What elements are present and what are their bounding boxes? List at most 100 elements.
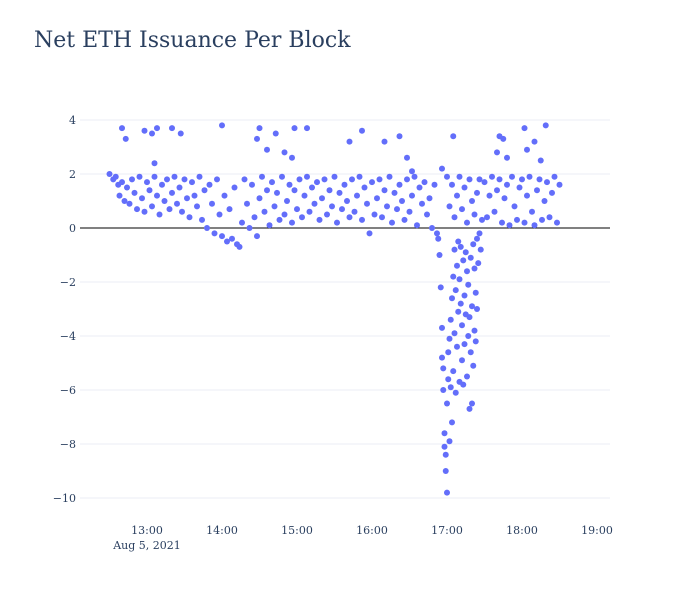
data-point [442,468,449,474]
data-point [472,289,479,296]
data-point [161,198,168,204]
data-point [272,130,279,137]
data-point [464,219,470,226]
data-point [121,198,128,204]
data-point [249,181,255,188]
data-point [409,168,415,175]
data-point [254,233,260,240]
data-point [444,173,450,180]
y-tick-label: −6 [60,384,76,397]
data-point [351,208,358,215]
data-point [467,254,474,261]
data-point [521,125,528,132]
data-point [386,173,393,180]
data-point [341,181,348,188]
data-point [504,154,510,161]
data-point [291,125,298,132]
data-point [299,214,305,221]
data-point [129,176,135,183]
data-point [541,198,548,204]
data-point [289,154,295,161]
data-point [376,176,383,183]
data-point [445,349,452,356]
data-point [450,133,457,140]
x-tick-label: 16:00 [356,524,388,537]
data-point [306,208,313,215]
data-point [246,225,253,231]
data-point [406,208,413,215]
data-point [301,192,308,199]
data-point [465,281,472,288]
data-point [454,343,460,350]
data-point [447,384,454,391]
data-point [466,176,473,183]
data-point [440,365,447,372]
data-point [151,160,158,167]
data-point [456,276,463,283]
data-point [511,203,518,210]
data-point [499,219,505,226]
data-point [221,192,228,199]
data-point [440,387,447,393]
data-point [131,189,138,196]
data-point [209,200,215,207]
data-point [459,357,465,364]
data-point [154,125,160,132]
data-point [452,287,459,294]
data-point [219,122,225,129]
data-point [451,214,458,221]
data-point [199,216,205,223]
y-axis-ticks: 4 2 0 −2 −4 −6 −8 −10 [53,114,76,505]
data-point [174,200,180,207]
data-point [244,200,250,207]
data-point [519,176,525,183]
data-point [311,200,318,207]
data-point [470,241,477,248]
data-point [471,265,478,272]
x-tick-label: 17:00 [431,524,463,537]
data-point [319,195,325,202]
data-point [526,173,533,180]
data-point [521,219,528,226]
data-point [457,243,464,250]
data-point [461,184,468,191]
data-point [455,238,462,245]
data-point [394,206,400,213]
data-point [452,389,459,396]
x-tick-label: 14:00 [206,524,238,537]
data-point [446,203,453,210]
data-point [112,173,119,180]
data-point [464,268,470,275]
data-point [486,192,493,199]
data-point [239,219,245,226]
data-point [369,179,375,186]
data-point [339,206,345,213]
data-point [124,184,130,191]
data-point [474,235,480,242]
data-point [334,219,340,226]
data-point [556,181,563,188]
data-point [476,176,483,183]
data-point [361,184,368,191]
data-point [469,400,475,407]
data-point [454,192,460,199]
data-point [344,198,350,204]
data-point [496,176,503,183]
data-point [211,230,218,237]
data-point [509,173,515,180]
data-point [444,400,450,407]
data-point [450,368,457,375]
data-point [481,179,488,186]
data-point [479,216,485,223]
data-point [281,149,288,156]
data-point [460,257,467,264]
data-point [436,252,443,258]
data-point [326,187,333,194]
data-point [364,200,370,207]
data-point [539,216,545,223]
x-axis-ticks: 13:00 Aug 5, 2021 14:00 15:00 16:00 17:00 18:0… [112,524,613,552]
data-point [467,349,474,356]
data-point [236,243,243,250]
data-point [216,211,223,218]
data-point [314,179,320,186]
